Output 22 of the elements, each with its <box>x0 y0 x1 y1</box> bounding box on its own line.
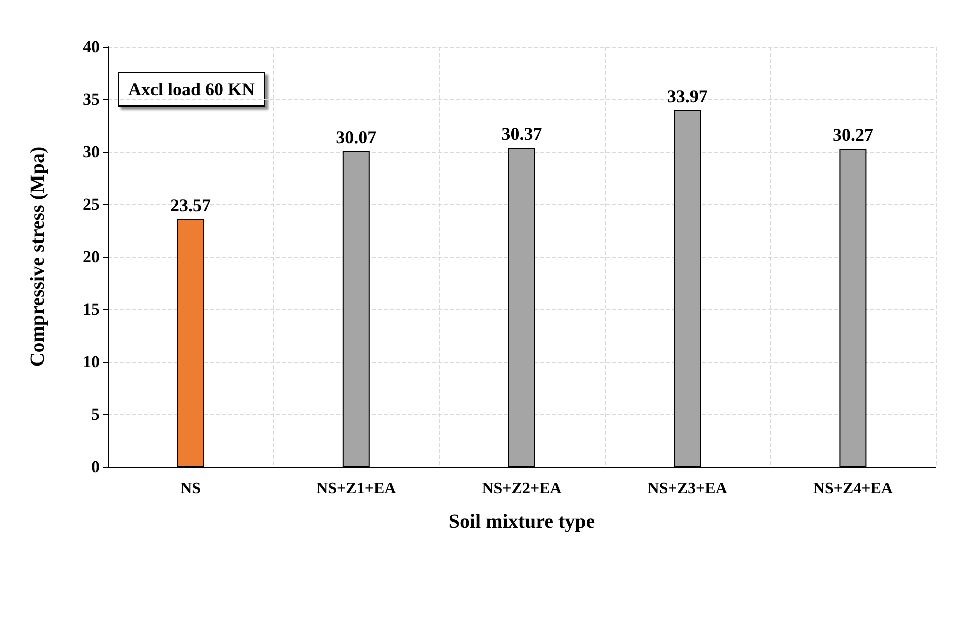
data-label: 30.27 <box>832 125 874 146</box>
y-tick-label: 40 <box>83 38 100 56</box>
data-label: 30.37 <box>502 124 542 144</box>
y-axis-title: Compressive stress (Mpa) <box>27 146 49 368</box>
x-tick-label: NS+Z2+EA <box>482 480 562 498</box>
y-tick-label: 25 <box>83 195 100 214</box>
x-tick-label: NS+Z3+EA <box>648 480 728 498</box>
y-tick-label: 20 <box>83 248 100 266</box>
y-tick-label: 5 <box>92 405 100 424</box>
x-tick-label: NS+Z1+EA <box>316 480 397 498</box>
data-label: 33.97 <box>667 86 708 106</box>
y-tick-label: 10 <box>83 352 100 372</box>
x-tick-label: NS <box>180 480 202 498</box>
x-axis-title: Soil mixture type <box>448 511 596 533</box>
y-tick-label: 30 <box>83 142 100 162</box>
data-label: 30.07 <box>336 127 377 148</box>
y-tick-label: 0 <box>92 458 100 476</box>
y-tick-label: 15 <box>83 300 100 319</box>
annotation: Axcl load 60 KN <box>128 80 256 100</box>
data-label: 23.57 <box>170 196 212 216</box>
y-tick-label: 35 <box>83 90 100 109</box>
x-tick-label: NS+Z4+EA <box>813 480 894 498</box>
